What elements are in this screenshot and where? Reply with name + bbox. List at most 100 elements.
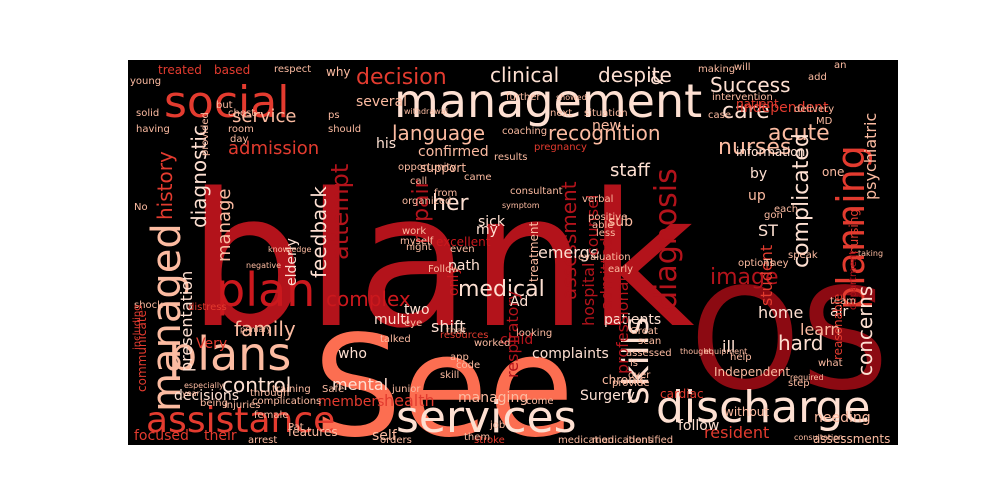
cloud-word: less <box>596 228 615 239</box>
cloud-word: admission <box>228 138 319 159</box>
cloud-word: should <box>328 124 361 135</box>
cloud-word: work <box>402 226 426 237</box>
cloud-word: including <box>132 304 143 350</box>
cloud-word: sick <box>478 214 506 230</box>
cloud-word: even <box>450 244 475 255</box>
cloud-word: showed <box>556 93 587 102</box>
cloud-word: app <box>450 352 469 363</box>
cloud-word: concerns <box>853 286 877 376</box>
cloud-word: health <box>384 391 435 410</box>
cloud-word: presentation <box>177 271 196 372</box>
cloud-word: respiratory <box>503 291 522 379</box>
cloud-word: an <box>834 60 846 71</box>
cloud-word: counsel <box>583 195 602 257</box>
cloud-word: evaluation <box>578 252 631 263</box>
cloud-word: his <box>376 136 396 152</box>
cloud-word: chest <box>228 108 255 119</box>
cloud-word: shock <box>134 300 163 311</box>
cloud-word: stroke <box>474 435 505 445</box>
cloud-word: talked <box>380 334 411 345</box>
cloud-word: skill <box>440 370 459 381</box>
cloud-word: consultation <box>794 433 843 442</box>
cloud-word: social <box>164 77 289 128</box>
cloud-word: looking <box>516 328 552 339</box>
cloud-word: without <box>724 405 769 419</box>
cloud-word: support <box>420 161 466 175</box>
cloud-word: new <box>592 118 621 134</box>
cloud-word: taking <box>858 249 883 258</box>
cloud-word: add <box>808 72 827 83</box>
cloud-word: two <box>404 302 430 318</box>
cloud-word: plans <box>168 327 291 381</box>
cloud-word: one <box>822 165 844 179</box>
cloud-word: thought <box>680 347 711 356</box>
cloud-word: up <box>748 188 766 204</box>
cloud-word: learn <box>800 320 841 339</box>
cloud-word: history <box>153 151 177 220</box>
cloud-word: managing <box>458 390 528 406</box>
cloud-word: what <box>818 358 843 369</box>
cloud-word: complications <box>252 396 321 407</box>
cloud-word: staff <box>610 160 650 181</box>
cloud-word: care <box>722 99 770 124</box>
cloud-word: eye <box>404 318 422 329</box>
cloud-word: by <box>750 166 767 182</box>
cloud-word: worked <box>474 338 510 349</box>
cloud-word: identified <box>626 435 673 445</box>
cloud-word: each <box>774 204 798 215</box>
cloud-word: case <box>708 110 731 121</box>
cloud-word: No <box>134 202 148 213</box>
cloud-word: Pat <box>288 422 304 433</box>
word-cloud: blank See OS management social discharge servi… <box>128 60 898 445</box>
cloud-word: diagnostic <box>187 125 211 228</box>
cloud-word: pregnancy <box>534 142 587 153</box>
cloud-word: chronic <box>602 373 646 387</box>
cloud-word: situation <box>584 108 628 119</box>
cloud-word: them <box>464 432 490 443</box>
cloud-word: student <box>757 245 776 306</box>
cloud-word: will <box>734 62 751 73</box>
cloud-word: OS <box>690 259 889 422</box>
cloud-word: come <box>526 396 554 407</box>
cloud-word: diagnosis <box>649 168 684 310</box>
cloud-word: hospital <box>579 263 598 326</box>
cloud-word: independent <box>740 100 829 116</box>
cloud-word: primary <box>240 325 272 334</box>
cloud-word: Independent <box>714 365 790 379</box>
cloud-word: ST <box>758 221 778 240</box>
cloud-word: ps <box>328 110 340 121</box>
cloud-word: is <box>630 358 638 369</box>
cloud-word: my <box>476 222 498 238</box>
cloud-word: Surgery <box>580 388 635 404</box>
cloud-word: decisions <box>174 388 239 404</box>
cloud-word: despite <box>598 63 672 87</box>
cloud-word: based <box>214 63 250 77</box>
cloud-word: Success <box>710 73 791 97</box>
cloud-word: myself <box>400 236 434 247</box>
cloud-word: her <box>432 191 469 216</box>
cloud-word: hard <box>778 331 824 355</box>
cloud-word: through <box>250 388 289 399</box>
cloud-word: complicated <box>789 133 814 268</box>
cloud-word: cardiac <box>660 387 704 401</box>
cloud-word: from <box>434 188 457 199</box>
cloud-word: path <box>448 258 480 274</box>
cloud-word: code <box>456 360 480 371</box>
cloud-word: equipment <box>704 347 747 356</box>
cloud-word: treatment <box>527 222 541 282</box>
cloud-word: step <box>788 378 810 389</box>
cloud-word: options <box>738 258 775 269</box>
cloud-word: assessment <box>557 181 581 300</box>
cloud-word: assessed <box>626 348 672 359</box>
cloud-word: confirmed <box>418 144 489 160</box>
cloud-word: & <box>650 68 664 89</box>
cloud-word: intervention <box>712 92 773 103</box>
cloud-word: coaching <box>502 126 547 137</box>
cloud-word: child <box>500 332 533 348</box>
cloud-word: female <box>254 410 288 421</box>
cloud-word: complaints <box>532 346 609 362</box>
cloud-word: day <box>230 134 248 145</box>
cloud-word: resident <box>704 423 769 442</box>
cloud-word: positive <box>588 212 627 223</box>
